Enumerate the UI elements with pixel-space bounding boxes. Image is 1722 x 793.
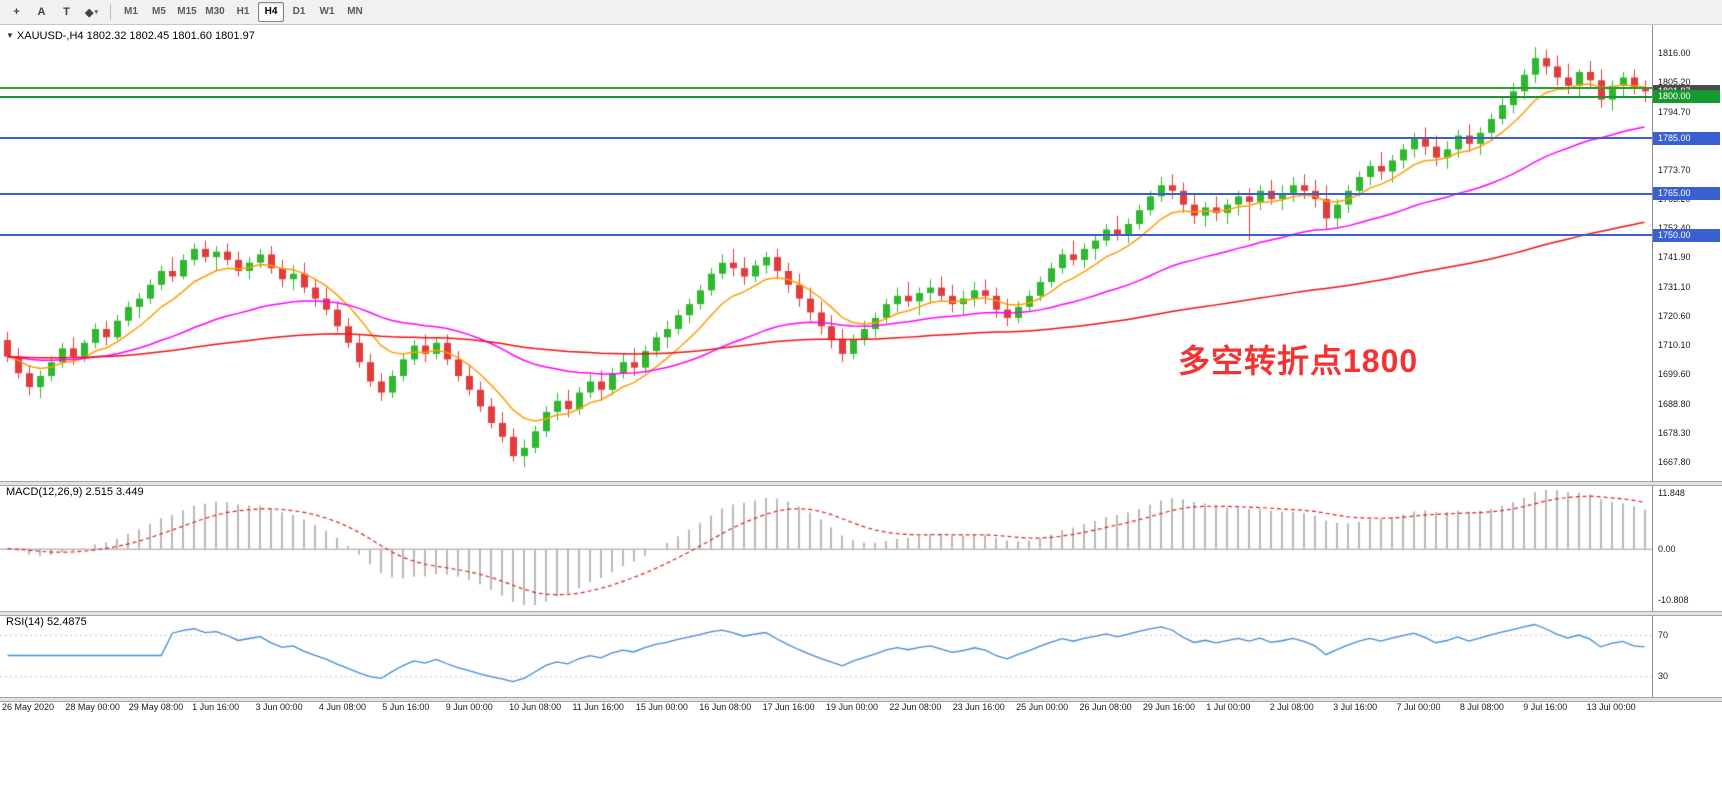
rsi-label: RSI(14) 52.4875 [6, 616, 87, 628]
time-axis-label: 19 Jun 00:00 [826, 702, 879, 712]
timeframe-m30-button[interactable]: M30 [205, 6, 225, 17]
toolbar: + A T ◆ ▾ M1 M5 M15 M30 H1 H4 D1 W1 MN [0, 0, 1722, 25]
dropdown-caret-icon: ▾ [94, 9, 98, 16]
timeframe-mn-button[interactable]: MN [347, 6, 363, 17]
timeframe-d1-button[interactable]: D1 [292, 6, 306, 17]
text-t-tool-icon: T [63, 6, 70, 18]
price-axis-label: 1699.60 [1658, 369, 1691, 380]
shapes-dropdown-tool-icon: ◆ [85, 6, 94, 19]
symbol-ohlc-text: XAUUSD-,H4 1802.32 1802.45 1801.60 1801.… [16, 30, 255, 42]
hline-1800[interactable] [0, 95, 1652, 98]
time-axis-label: 9 Jun 00:00 [445, 702, 493, 712]
crosshair-tool-button[interactable]: + [5, 2, 28, 23]
time-axis-label: 8 Jul 08:00 [1459, 702, 1504, 712]
price-axis-label: 1667.80 [1658, 457, 1691, 468]
price-box-1750-00: 1750.00 [1653, 228, 1720, 242]
price-axis-label: 1731.10 [1658, 282, 1691, 293]
shapes-dropdown-tool-button[interactable]: ◆ ▾ [80, 2, 103, 23]
crosshair-tool-icon: + [13, 6, 20, 18]
macd-label: MACD(12,26,9) 2.515 3.449 [6, 486, 144, 498]
rsi-axis-label: 30 [1658, 671, 1669, 682]
panel-divider-macd-rsi[interactable] [0, 611, 1722, 616]
time-axis-label: 5 Jun 16:00 [382, 702, 430, 712]
time-axis-label: 2 Jul 08:00 [1269, 702, 1314, 712]
price-box-1765-00: 1765.00 [1653, 187, 1720, 201]
macd-axis-label: 0.00 [1658, 543, 1676, 554]
time-axis-label: 13 Jul 00:00 [1586, 702, 1636, 712]
panel-divider-rsi-timeaxis [0, 697, 1722, 702]
timeframe-buttons-group: M1 M5 M15 M30 H1 H4 D1 W1 MN [117, 2, 369, 22]
price-axis-label: 1816.00 [1658, 47, 1691, 58]
hline-1765[interactable] [0, 192, 1652, 195]
price-chart-canvas[interactable] [0, 25, 1652, 481]
time-axis-label: 1 Jun 16:00 [192, 702, 240, 712]
time-axis-label: 23 Jun 16:00 [952, 702, 1005, 712]
timeframe-h1-button[interactable]: H1 [236, 6, 250, 17]
time-axis-label: 4 Jun 08:00 [318, 702, 366, 712]
time-axis-label: 16 Jun 08:00 [699, 702, 752, 712]
time-axis-label: 1 Jul 00:00 [1206, 702, 1251, 712]
timeframe-h4-button[interactable]: H4 [258, 2, 284, 22]
toolbar-separator [110, 4, 111, 20]
time-axis-label: 29 May 08:00 [128, 702, 184, 712]
time-axis-label: 3 Jul 16:00 [1333, 702, 1378, 712]
time-axis-label: 10 Jun 08:00 [509, 702, 562, 712]
rsi-indicator-canvas[interactable] [0, 614, 1652, 697]
macd-axis-label: 11.848 [1658, 487, 1685, 498]
label-a-tool-button[interactable]: A [30, 2, 53, 23]
price-axis-label: 1773.70 [1658, 164, 1691, 175]
price-axis-label: 1678.30 [1658, 428, 1691, 439]
hline-1750[interactable] [0, 234, 1652, 237]
time-axis-label: 22 Jun 08:00 [889, 702, 942, 712]
time-axis-label: 28 May 00:00 [65, 702, 120, 712]
time-axis-label: 26 Jun 08:00 [1079, 702, 1132, 712]
timeframe-m15-button[interactable]: M15 [177, 6, 197, 17]
drawing-tools-group: + A T ◆ ▾ [4, 2, 104, 23]
time-axis-label: 17 Jun 16:00 [762, 702, 815, 712]
price-axis-border [1652, 25, 1653, 697]
time-axis-label: 29 Jun 16:00 [1142, 702, 1195, 712]
price-axis-label: 1720.60 [1658, 311, 1691, 322]
price-box-1800-00: 1800.00 [1653, 90, 1720, 104]
price-box-1785-00: 1785.00 [1653, 131, 1720, 145]
timeframe-w1-button[interactable]: W1 [319, 6, 335, 17]
chart-annotation-text[interactable]: 多空转折点1800 [1178, 343, 1419, 379]
timeframe-m5-button[interactable]: M5 [152, 6, 166, 17]
price-axis-label: 1710.10 [1658, 340, 1691, 351]
time-axis-label: 26 May 2020 [2, 702, 55, 712]
hline-1803.2[interactable] [0, 87, 1652, 89]
price-axis-label: 1741.90 [1658, 252, 1691, 263]
label-a-tool-icon: A [37, 6, 46, 18]
timeframe-m1-button[interactable]: M1 [124, 6, 138, 17]
time-axis-label: 25 Jun 00:00 [1016, 702, 1069, 712]
time-axis-label: 9 Jul 16:00 [1523, 702, 1568, 712]
time-axis-label: 3 Jun 00:00 [255, 702, 303, 712]
hline-1785[interactable] [0, 137, 1652, 140]
time-axis-label: 7 Jul 00:00 [1396, 702, 1441, 712]
chart-title: ▼ XAUUSD-,H4 1802.32 1802.45 1801.60 1801… [6, 30, 255, 42]
time-axis-label: 15 Jun 00:00 [635, 702, 688, 712]
price-axis-label: 1688.80 [1658, 399, 1691, 410]
chevron-down-icon[interactable]: ▼ [6, 31, 14, 40]
price-axis-label: 1752.40 [1658, 223, 1691, 233]
time-axis-label: 11 Jun 16:00 [572, 702, 624, 712]
rsi-axis-label: 70 [1658, 629, 1669, 640]
price-axis-label: 1805.20 [1658, 77, 1691, 88]
text-t-tool-button[interactable]: T [55, 2, 78, 23]
macd-axis-label: -10.808 [1658, 594, 1689, 605]
panel-divider-main-macd[interactable] [0, 481, 1722, 486]
macd-indicator-canvas[interactable] [0, 484, 1652, 611]
price-axis-label: 1794.70 [1658, 106, 1691, 117]
